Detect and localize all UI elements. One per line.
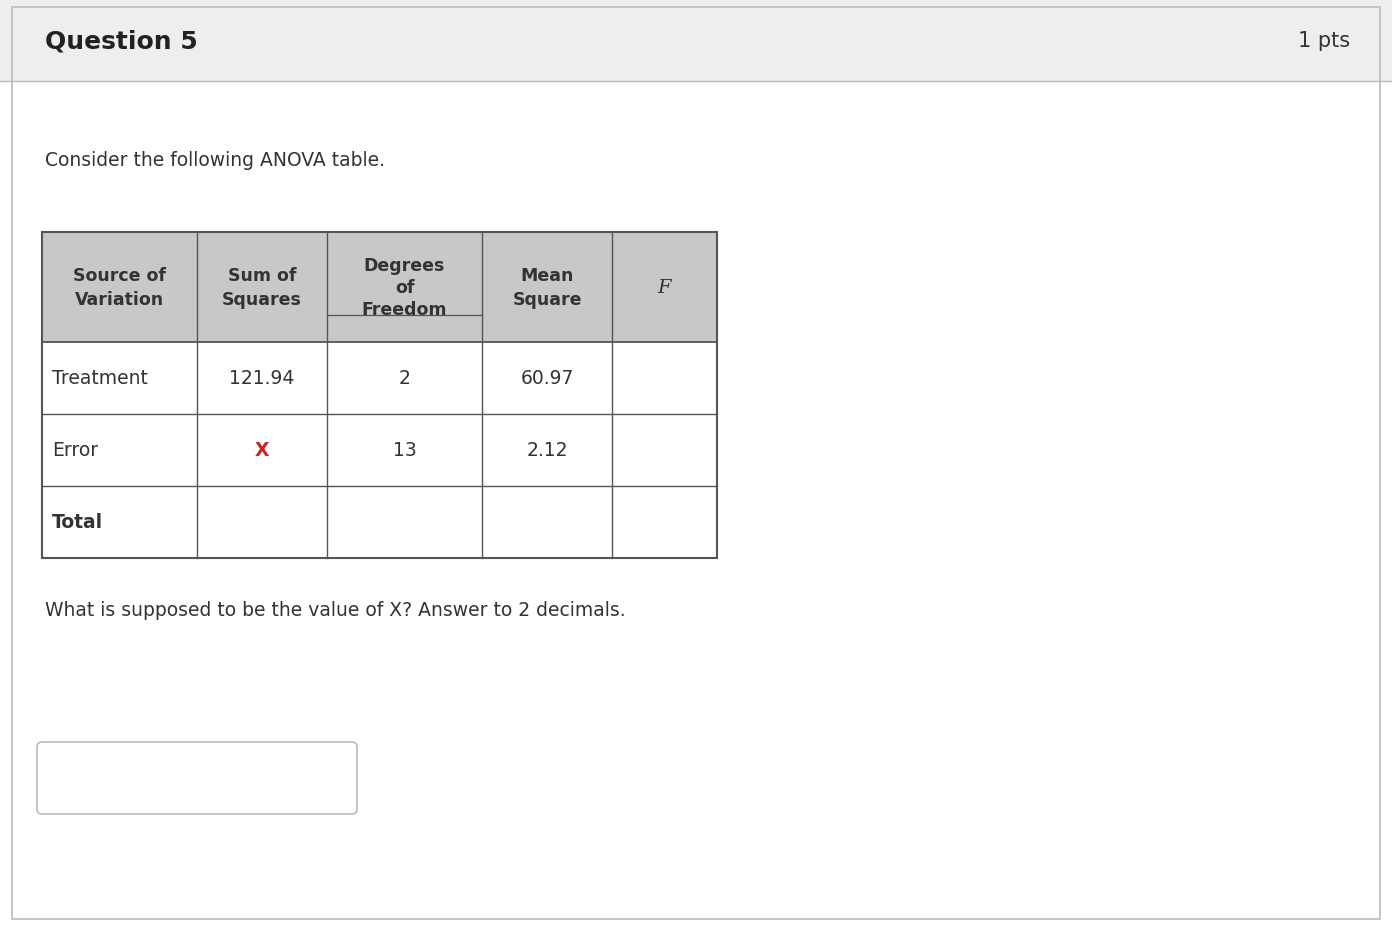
Text: 60.97: 60.97 xyxy=(521,369,574,388)
Text: Total: Total xyxy=(52,513,103,532)
Text: Source of: Source of xyxy=(72,267,166,285)
Text: Consider the following ANOVA table.: Consider the following ANOVA table. xyxy=(45,150,386,170)
Bar xyxy=(42,487,717,558)
Text: of: of xyxy=(395,279,415,297)
Text: Error: Error xyxy=(52,441,97,460)
Text: 2: 2 xyxy=(398,369,411,388)
Text: Sum of: Sum of xyxy=(228,267,296,285)
Text: Freedom: Freedom xyxy=(362,300,447,319)
Text: 121.94: 121.94 xyxy=(230,369,295,388)
Bar xyxy=(0,0,1392,82)
Text: Treatment: Treatment xyxy=(52,369,148,388)
Bar xyxy=(42,414,717,487)
Text: Degrees: Degrees xyxy=(363,257,445,274)
Text: 1 pts: 1 pts xyxy=(1297,31,1350,51)
Text: 2.12: 2.12 xyxy=(526,441,568,460)
Bar xyxy=(42,233,717,343)
FancyBboxPatch shape xyxy=(38,743,356,814)
Bar xyxy=(42,233,717,558)
Text: 13: 13 xyxy=(393,441,416,460)
Text: Question 5: Question 5 xyxy=(45,29,198,53)
Text: Squares: Squares xyxy=(223,291,302,309)
Text: What is supposed to be the value of X? Answer to 2 decimals.: What is supposed to be the value of X? A… xyxy=(45,601,625,620)
Bar xyxy=(42,343,717,414)
Text: F: F xyxy=(658,279,671,297)
Text: X: X xyxy=(255,441,269,460)
Text: Variation: Variation xyxy=(75,291,164,309)
Text: Square: Square xyxy=(512,291,582,309)
Text: Mean: Mean xyxy=(521,267,574,285)
